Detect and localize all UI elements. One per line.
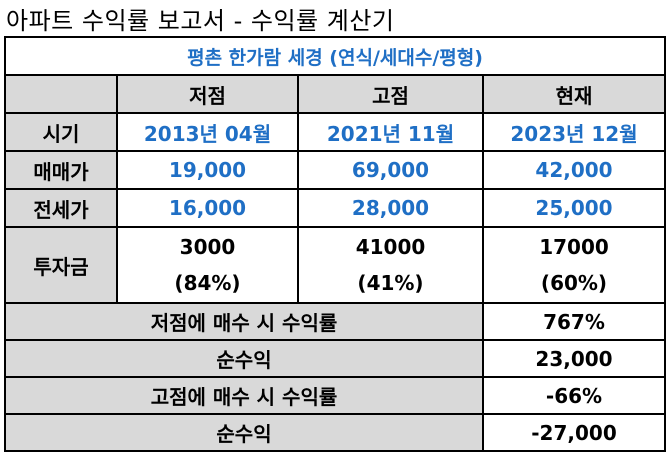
investment-low-amount: 3000 [179, 235, 236, 259]
row-label-period: 시기 [4, 112, 118, 152]
period-high: 2021년 11월 [297, 112, 484, 152]
summary-value-high-return: -66% [482, 376, 666, 415]
row-label-jeonse-price: 전세가 [4, 188, 118, 228]
column-header-high: 고점 [297, 74, 484, 114]
property-subtitle: 평촌 한가람 세경 (연식/세대수/평형) [4, 36, 666, 76]
investment-current: 17000 (60%) [482, 226, 666, 304]
page-title: 아파트 수익률 보고서 - 수익률 계산기 [6, 6, 395, 35]
investment-low: 3000 (84%) [116, 226, 299, 304]
column-header-low: 저점 [116, 74, 299, 114]
calculator-table: 평촌 한가람 세경 (연식/세대수/평형) 저점 고점 현재 시기 2013년 … [4, 36, 666, 452]
summary-label-high-return: 고점에 매수 시 수익률 [4, 376, 484, 415]
investment-current-ratio: (60%) [540, 271, 608, 295]
jeonse-price-current: 25,000 [482, 188, 666, 228]
jeonse-price-high: 28,000 [297, 188, 484, 228]
investment-current-amount: 17000 [539, 235, 609, 259]
sale-price-low: 19,000 [116, 150, 299, 190]
corner-cell [4, 74, 118, 114]
sale-price-current: 42,000 [482, 150, 666, 190]
summary-label-low-return: 저점에 매수 시 수익률 [4, 302, 484, 341]
row-label-sale-price: 매매가 [4, 150, 118, 190]
investment-high-amount: 41000 [355, 235, 426, 259]
investment-low-ratio: (84%) [174, 271, 241, 295]
summary-label-low-profit: 순수익 [4, 339, 484, 378]
column-header-current: 현재 [482, 74, 666, 114]
summary-label-high-profit: 순수익 [4, 413, 484, 452]
jeonse-price-low: 16,000 [116, 188, 299, 228]
row-label-investment: 투자금 [4, 226, 118, 304]
investment-high: 41000 (41%) [297, 226, 484, 304]
summary-value-low-profit: 23,000 [482, 339, 666, 378]
period-low: 2013년 04월 [116, 112, 299, 152]
summary-value-low-return: 767% [482, 302, 666, 341]
summary-value-high-profit: -27,000 [482, 413, 666, 452]
investment-high-ratio: (41%) [357, 271, 424, 295]
sale-price-high: 69,000 [297, 150, 484, 190]
period-current: 2023년 12월 [482, 112, 666, 152]
